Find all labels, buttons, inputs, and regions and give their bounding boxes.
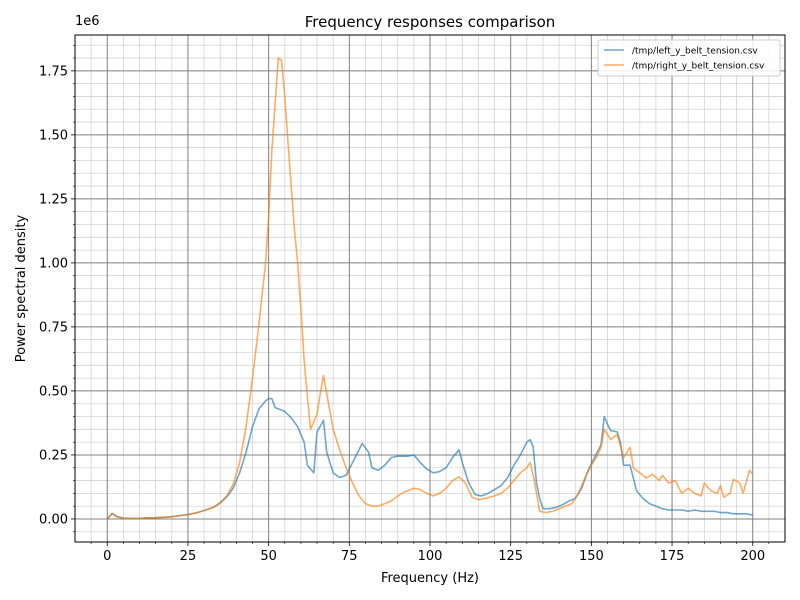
y-tick-label: 1.75 [39,64,68,79]
plot-lines [106,57,754,520]
x-tick-label: 200 [740,549,765,564]
chart-title: Frequency responses comparison [305,13,556,31]
x-tick-label: 50 [260,549,277,564]
y-axis-scale-label: 1e6 [75,14,100,29]
major-grid [75,35,785,542]
x-tick-label: 125 [498,549,523,564]
y-tick-label: 0.00 [39,512,68,527]
minor-grid [75,35,785,542]
legend-label-1: /tmp/left_y_belt_tension.csv [632,47,758,57]
y-tick-label: 1.00 [39,256,68,271]
axis-ticks: 0 25 50 75 100 125 150 175 200 0.00 0.25 0.50 0.75 1.… [39,44,770,564]
series-line-1 [106,397,753,520]
y-tick-label: 1.50 [39,128,68,143]
x-tick-label: 100 [418,549,443,564]
y-tick-label: 0.50 [39,384,68,399]
legend-box [597,39,781,77]
x-tick-label: 175 [660,549,685,564]
x-tick-label: 25 [180,549,197,564]
y-tick-label: 0.25 [39,448,68,463]
series-line-2 [106,57,754,520]
x-tick-label: 0 [103,549,111,564]
legend-label-2: /tmp/right_y_belt_tension.csv [632,62,765,72]
y-tick-label: 0.75 [39,320,68,335]
legend: /tmp/left_y_belt_tension.csv/tmp/right_y… [597,39,781,77]
x-axis-label: Frequency (Hz) [381,571,479,586]
x-tick-label: 75 [341,549,358,564]
y-axis-label: Power spectral density [14,214,29,362]
y-tick-label: 1.25 [39,192,68,207]
x-tick-label: 150 [579,549,604,564]
